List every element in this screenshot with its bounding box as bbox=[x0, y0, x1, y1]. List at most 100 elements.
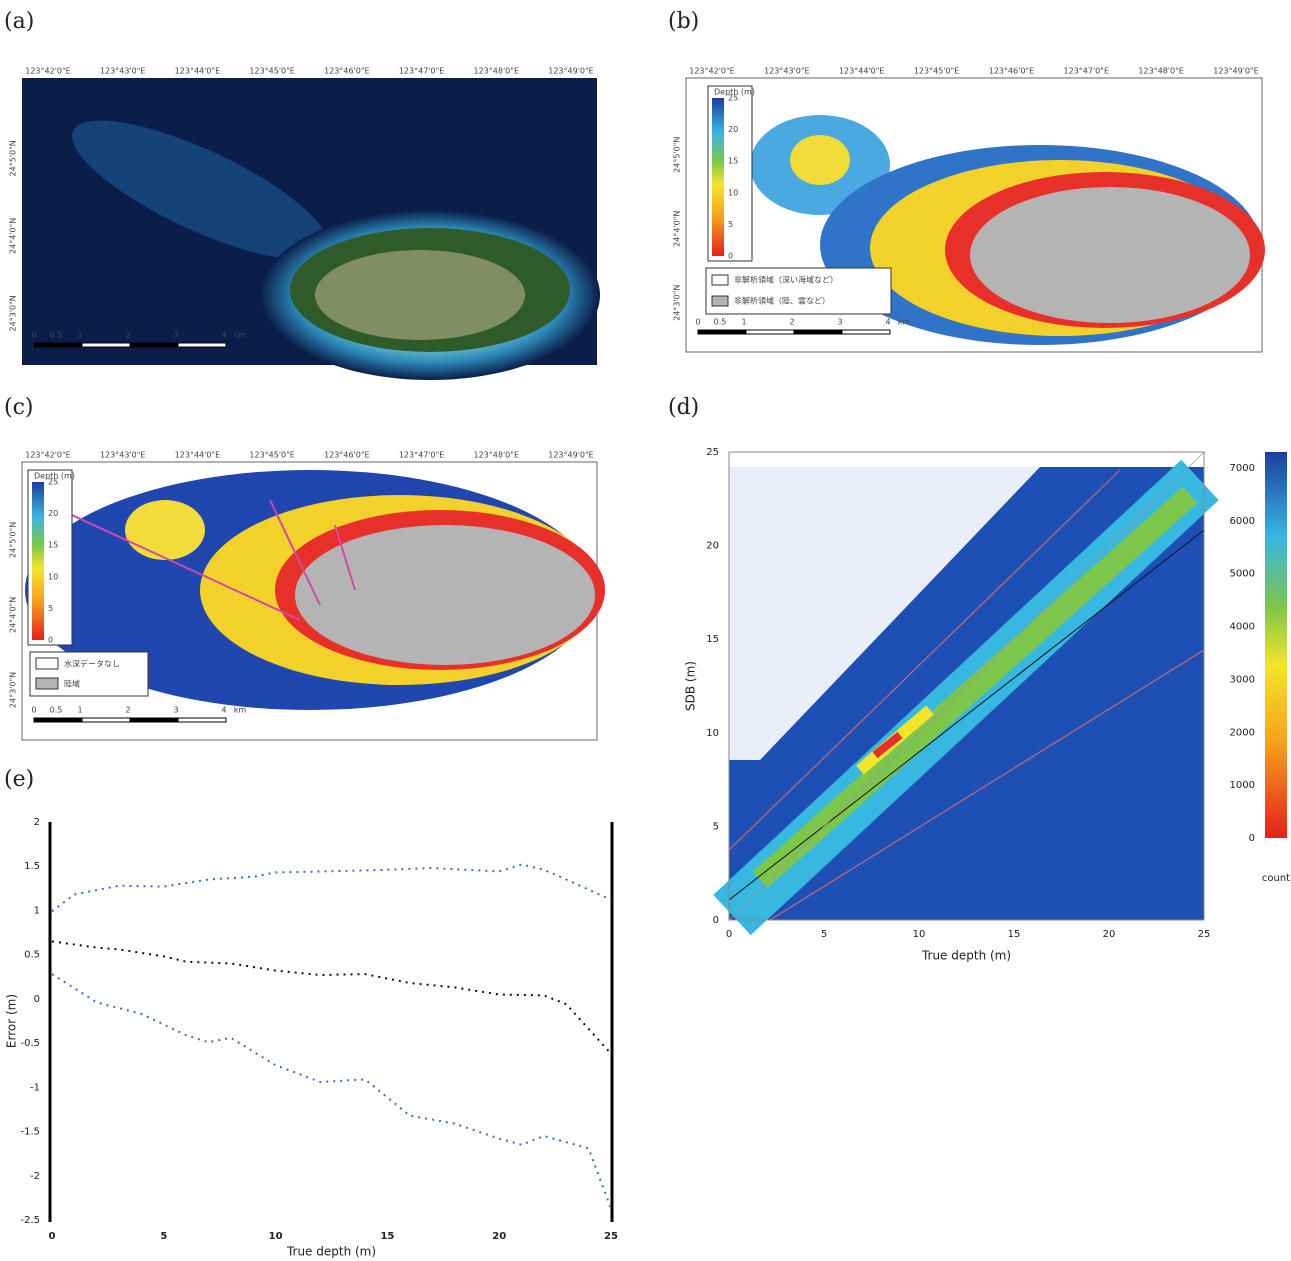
longitude-label: 123°43'0"E bbox=[764, 67, 809, 76]
longitude-label: 123°44'0"E bbox=[175, 67, 220, 76]
latitude-label: 24°4'0"N bbox=[9, 218, 18, 254]
scale-label: 2 bbox=[789, 318, 794, 327]
longitude-label: 123°45'0"E bbox=[914, 67, 959, 76]
colorbar-tick-label: 25 bbox=[728, 94, 738, 103]
legend-label: 水深データなし bbox=[64, 659, 120, 669]
y-tick-label: -1 bbox=[30, 1082, 40, 1093]
contour bbox=[728, 469, 1121, 851]
y-tick-label: 0.5 bbox=[24, 950, 40, 961]
colorbar-tick-label: 0 bbox=[728, 252, 733, 261]
depth-colorbar bbox=[712, 98, 724, 256]
longitude-label: 123°45'0"E bbox=[249, 451, 294, 460]
shoal bbox=[125, 500, 205, 560]
longitude-label: 123°44'0"E bbox=[839, 67, 884, 76]
scale-bar bbox=[129, 342, 179, 348]
longitude-label: 123°48'0"E bbox=[474, 451, 519, 460]
colorbar-tick-label: 10 bbox=[728, 188, 738, 197]
panel-label: (d) bbox=[668, 395, 699, 420]
longitude-label: 123°46'0"E bbox=[324, 67, 369, 76]
longitude-label: 123°49'0"E bbox=[1213, 67, 1258, 76]
latitude-label: 24°3'0"N bbox=[9, 295, 18, 331]
scale-label: 1 bbox=[77, 706, 82, 715]
x-tick-label: 0 bbox=[726, 929, 732, 940]
depth-colorbar bbox=[32, 482, 44, 640]
x-tick-label: 25 bbox=[604, 1231, 618, 1242]
y-tick-label: 5 bbox=[713, 821, 719, 832]
colorbar-tick-label: 20 bbox=[728, 125, 738, 134]
no-data-area bbox=[729, 467, 1040, 760]
y-tick-label: -0.5 bbox=[20, 1038, 40, 1049]
colorbar-tick-label: 3000 bbox=[1230, 674, 1255, 685]
scale-bar bbox=[33, 342, 83, 348]
scale-label: 4 bbox=[221, 331, 226, 340]
panel-label: (a) bbox=[4, 9, 34, 34]
longitude-label: 123°48'0"E bbox=[474, 67, 519, 76]
scale-label: 2 bbox=[125, 706, 130, 715]
y-tick-label: 10 bbox=[706, 728, 719, 739]
longitude-label: 123°47'0"E bbox=[399, 67, 444, 76]
legend-label: 非解析領域（深い海域など） bbox=[734, 275, 838, 285]
density-field bbox=[713, 451, 1287, 936]
land bbox=[970, 187, 1250, 323]
colorbar-tick-label: 1000 bbox=[1230, 780, 1255, 791]
colorbar-tick-label: 7000 bbox=[1230, 463, 1255, 474]
colorbar-tick-label: 0 bbox=[48, 636, 53, 645]
scale-label: 0.5 bbox=[50, 331, 63, 340]
scale-label: 3 bbox=[173, 331, 178, 340]
scale-bar bbox=[177, 342, 227, 348]
latitude-label: 24°3'0"N bbox=[673, 285, 682, 321]
scale-label: km bbox=[898, 318, 911, 327]
scale-label: 4 bbox=[221, 706, 226, 715]
y-tick-label: -2.5 bbox=[20, 1215, 40, 1226]
latitude-label: 24°3'0"N bbox=[9, 672, 18, 708]
scale-label: km bbox=[234, 331, 247, 340]
y-tick-label: 15 bbox=[706, 634, 719, 645]
depth-map bbox=[685, 77, 1265, 353]
latitude-label: 24°5'0"N bbox=[673, 137, 682, 173]
transect bbox=[334, 524, 356, 591]
scale-label: 1 bbox=[741, 318, 746, 327]
scale-bar bbox=[745, 329, 795, 335]
scale-bar bbox=[841, 329, 891, 335]
scale-label: 0 bbox=[695, 318, 700, 327]
x-tick-label: 15 bbox=[380, 1231, 394, 1242]
scale-label: km bbox=[234, 706, 247, 715]
latitude-label: 24°5'0"N bbox=[9, 140, 18, 176]
scale-label: 0 bbox=[31, 331, 36, 340]
colorbar-tick-label: 20 bbox=[48, 509, 58, 518]
y-tick-label: 0 bbox=[34, 994, 40, 1005]
scale-label: 4 bbox=[885, 318, 890, 327]
x-tick-label: 15 bbox=[1008, 929, 1021, 940]
identity-line bbox=[728, 451, 1205, 921]
panel-label: (b) bbox=[668, 9, 699, 34]
scale-bar bbox=[33, 717, 83, 723]
colorbar-tick-label: 15 bbox=[728, 157, 738, 166]
longitude-label: 123°46'0"E bbox=[989, 67, 1034, 76]
scale-label: 2 bbox=[125, 331, 130, 340]
land bbox=[295, 525, 595, 665]
contour bbox=[769, 649, 1205, 921]
latitude-label: 24°4'0"N bbox=[673, 211, 682, 247]
scale-bar bbox=[81, 717, 131, 723]
shoal bbox=[790, 135, 850, 185]
y-tick-label: 25 bbox=[706, 447, 719, 458]
longitude-label: 123°42'0"E bbox=[689, 67, 734, 76]
legend-swatch bbox=[35, 657, 59, 670]
colorbar-tick-label: 4000 bbox=[1230, 622, 1255, 633]
longitude-label: 123°48'0"E bbox=[1138, 67, 1183, 76]
scale-label: 1 bbox=[77, 331, 82, 340]
x-tick-label: 10 bbox=[269, 1231, 283, 1242]
error-line bbox=[51, 863, 612, 913]
longitude-label: 123°42'0"E bbox=[25, 67, 70, 76]
panel-label: (c) bbox=[4, 395, 34, 420]
scale-label: 0.5 bbox=[50, 706, 63, 715]
island-fields bbox=[315, 250, 525, 340]
transect bbox=[49, 504, 301, 621]
x-tick-label: 0 bbox=[49, 1231, 56, 1242]
latitude-label: 24°4'0"N bbox=[9, 597, 18, 633]
y-tick-label: 1.5 bbox=[24, 861, 40, 872]
legend-box bbox=[705, 267, 892, 315]
colorbar-label: count bbox=[1262, 873, 1290, 884]
density-core bbox=[872, 731, 903, 759]
